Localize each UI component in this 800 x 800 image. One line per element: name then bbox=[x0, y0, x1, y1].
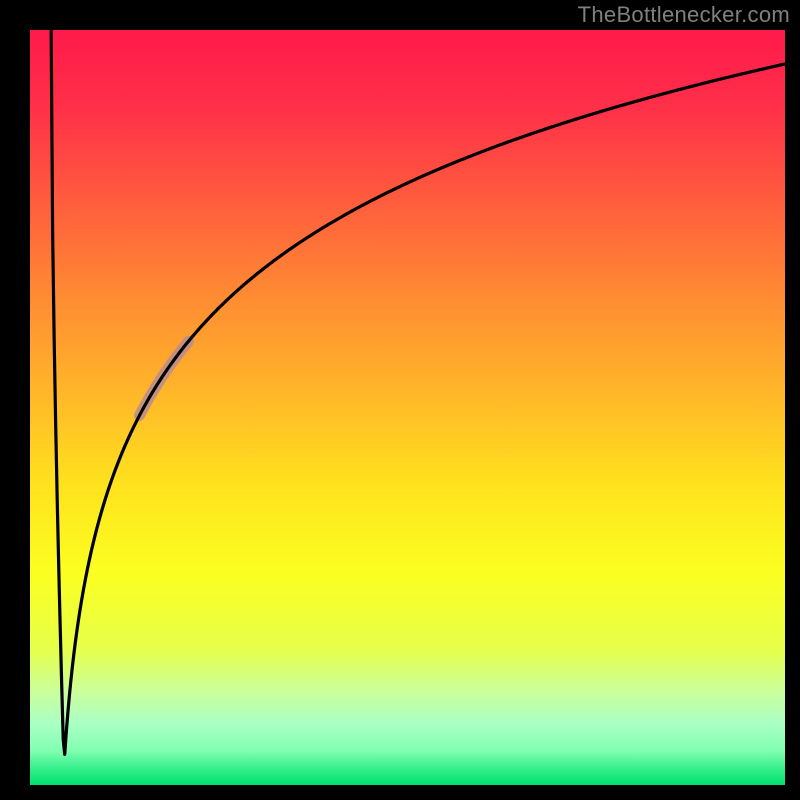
chart-svg bbox=[0, 0, 800, 800]
watermark-text: TheBottlenecker.com bbox=[578, 2, 790, 28]
chart-stage: TheBottlenecker.com bbox=[0, 0, 800, 800]
